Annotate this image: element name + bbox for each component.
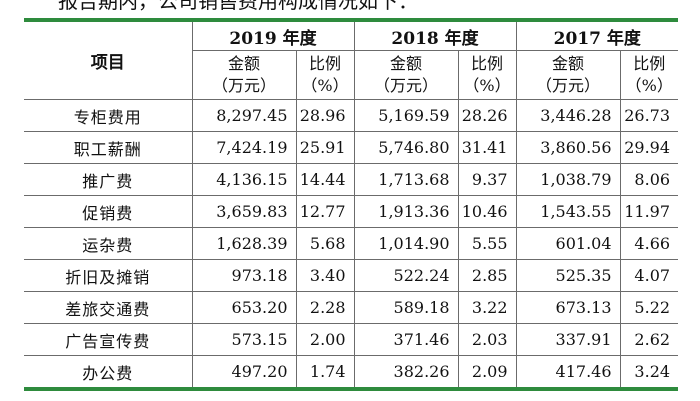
header-ratio-2019-line1: 比例	[309, 54, 342, 73]
header-year-2017: 2017 年度	[515, 18, 679, 51]
header-amount-2018-line1: 金额	[390, 54, 423, 73]
cell-amount-2017: 601.04	[515, 227, 621, 260]
header-amount-2017-line1: 金额	[552, 54, 585, 73]
header-ratio-2018-line1: 比例	[471, 54, 504, 73]
cell-amount-2019: 4,136.15	[191, 163, 297, 196]
cell-amount-2019: 497.20	[191, 355, 297, 391]
cell-amount-2017: 337.91	[515, 323, 621, 356]
cell-amount-2018: 371.46	[353, 323, 459, 356]
cell-ratio-2018: 3.22	[457, 291, 517, 324]
cell-amount-2019: 7,424.19	[191, 131, 297, 164]
header-amount-2019-line2: （万元）	[211, 76, 276, 95]
header-ratio-2017-line2: （%）	[625, 76, 673, 95]
row-label: 职工薪酬	[24, 131, 193, 164]
table-row: 办公费 497.20 1.74 382.26 2.09 417.46 3.24	[24, 355, 679, 391]
header-year-2019: 2019 年度	[191, 18, 355, 51]
cell-amount-2018: 5,169.59	[353, 99, 459, 132]
cell-amount-2019: 653.20	[191, 291, 297, 324]
cell-ratio-2018: 5.55	[457, 227, 517, 260]
cell-ratio-2019: 12.77	[295, 195, 355, 228]
row-label: 促销费	[24, 195, 193, 228]
sales-expense-table-container: 项目 2019 年度 2018 年度 2017 年度 金额 （万元） 比例 （%…	[24, 18, 679, 391]
cell-ratio-2019: 28.96	[295, 99, 355, 132]
cell-ratio-2017: 5.22	[619, 291, 679, 324]
cell-amount-2018: 1,713.68	[353, 163, 459, 196]
cell-amount-2017: 1,038.79	[515, 163, 621, 196]
sales-expense-table: 项目 2019 年度 2018 年度 2017 年度 金额 （万元） 比例 （%…	[24, 18, 679, 391]
cell-amount-2018: 589.18	[353, 291, 459, 324]
cell-amount-2018: 5,746.80	[353, 131, 459, 164]
cell-ratio-2017: 29.94	[619, 131, 679, 164]
intro-clip: 报告期内，公司销售费用构成情况如下：	[0, 0, 700, 15]
row-label: 广告宣传费	[24, 323, 193, 356]
table-body: 专柜费用 8,297.45 28.96 5,169.59 28.26 3,446.28 26…	[24, 99, 679, 391]
header-ratio-2019: 比例 （%）	[295, 50, 355, 100]
cell-ratio-2018: 31.41	[457, 131, 517, 164]
cell-amount-2017: 1,543.55	[515, 195, 621, 228]
header-ratio-2018-line2: （%）	[463, 76, 511, 95]
cell-ratio-2017: 4.66	[619, 227, 679, 260]
row-label: 运杂费	[24, 227, 193, 260]
header-ratio-2018: 比例 （%）	[457, 50, 517, 100]
cell-ratio-2017: 11.97	[619, 195, 679, 228]
header-ratio-2017: 比例 （%）	[619, 50, 679, 100]
cell-amount-2019: 8,297.45	[191, 99, 297, 132]
cell-amount-2019: 3,659.83	[191, 195, 297, 228]
table-row: 广告宣传费 573.15 2.00 371.46 2.03 337.91 2.62	[24, 323, 679, 356]
cell-ratio-2017: 3.24	[619, 355, 679, 391]
cell-ratio-2018: 2.85	[457, 259, 517, 292]
cell-ratio-2018: 28.26	[457, 99, 517, 132]
table-row: 折旧及摊销 973.18 3.40 522.24 2.85 525.35 4.07	[24, 259, 679, 292]
cell-amount-2018: 522.24	[353, 259, 459, 292]
cell-amount-2017: 525.35	[515, 259, 621, 292]
row-label: 专柜费用	[24, 99, 193, 132]
cell-ratio-2019: 3.40	[295, 259, 355, 292]
table-row: 促销费 3,659.83 12.77 1,913.36 10.46 1,543.55 11.…	[24, 195, 679, 228]
cell-ratio-2018: 10.46	[457, 195, 517, 228]
cell-ratio-2017: 4.07	[619, 259, 679, 292]
cell-ratio-2018: 9.37	[457, 163, 517, 196]
header-amount-2019-line1: 金额	[227, 54, 260, 73]
row-label: 办公费	[24, 355, 193, 391]
cell-ratio-2019: 14.44	[295, 163, 355, 196]
cell-ratio-2019: 2.00	[295, 323, 355, 356]
header-ratio-2019-line2: （%）	[301, 76, 349, 95]
header-amount-2018-line2: （万元）	[374, 76, 439, 95]
row-label: 推广费	[24, 163, 193, 196]
cell-amount-2019: 973.18	[191, 259, 297, 292]
cell-amount-2019: 573.15	[191, 323, 297, 356]
cell-ratio-2019: 2.28	[295, 291, 355, 324]
header-amount-2017-line2: （万元）	[536, 76, 601, 95]
cell-amount-2018: 1,913.36	[353, 195, 459, 228]
cell-ratio-2017: 2.62	[619, 323, 679, 356]
header-amount-2018: 金额 （万元）	[353, 50, 459, 100]
cell-amount-2018: 1,014.90	[353, 227, 459, 260]
header-ratio-2017-line1: 比例	[633, 54, 666, 73]
table-row: 运杂费 1,628.39 5.68 1,014.90 5.55 601.04 4.66	[24, 227, 679, 260]
cell-ratio-2019: 25.91	[295, 131, 355, 164]
cell-ratio-2018: 2.03	[457, 323, 517, 356]
cell-ratio-2017: 8.06	[619, 163, 679, 196]
intro-text: 报告期内，公司销售费用构成情况如下：	[58, 0, 418, 13]
row-label: 差旅交通费	[24, 291, 193, 324]
header-year-2018: 2018 年度	[353, 18, 517, 51]
header-amount-2017: 金额 （万元）	[515, 50, 621, 100]
table-row: 职工薪酬 7,424.19 25.91 5,746.80 31.41 3,860.56 29…	[24, 131, 679, 164]
cell-amount-2017: 673.13	[515, 291, 621, 324]
table-row: 差旅交通费 653.20 2.28 589.18 3.22 673.13 5.22	[24, 291, 679, 324]
row-label: 折旧及摊销	[24, 259, 193, 292]
cell-ratio-2018: 2.09	[457, 355, 517, 391]
cell-amount-2017: 3,860.56	[515, 131, 621, 164]
table-row: 推广费 4,136.15 14.44 1,713.68 9.37 1,038.79 8.06	[24, 163, 679, 196]
cell-amount-2018: 382.26	[353, 355, 459, 391]
cell-amount-2019: 1,628.39	[191, 227, 297, 260]
header-amount-2019: 金额 （万元）	[191, 50, 297, 100]
header-item: 项目	[24, 18, 193, 100]
cell-ratio-2017: 26.73	[619, 99, 679, 132]
cell-ratio-2019: 1.74	[295, 355, 355, 391]
table-row: 专柜费用 8,297.45 28.96 5,169.59 28.26 3,446.28 26…	[24, 99, 679, 132]
cell-amount-2017: 417.46	[515, 355, 621, 391]
cell-ratio-2019: 5.68	[295, 227, 355, 260]
cell-amount-2017: 3,446.28	[515, 99, 621, 132]
